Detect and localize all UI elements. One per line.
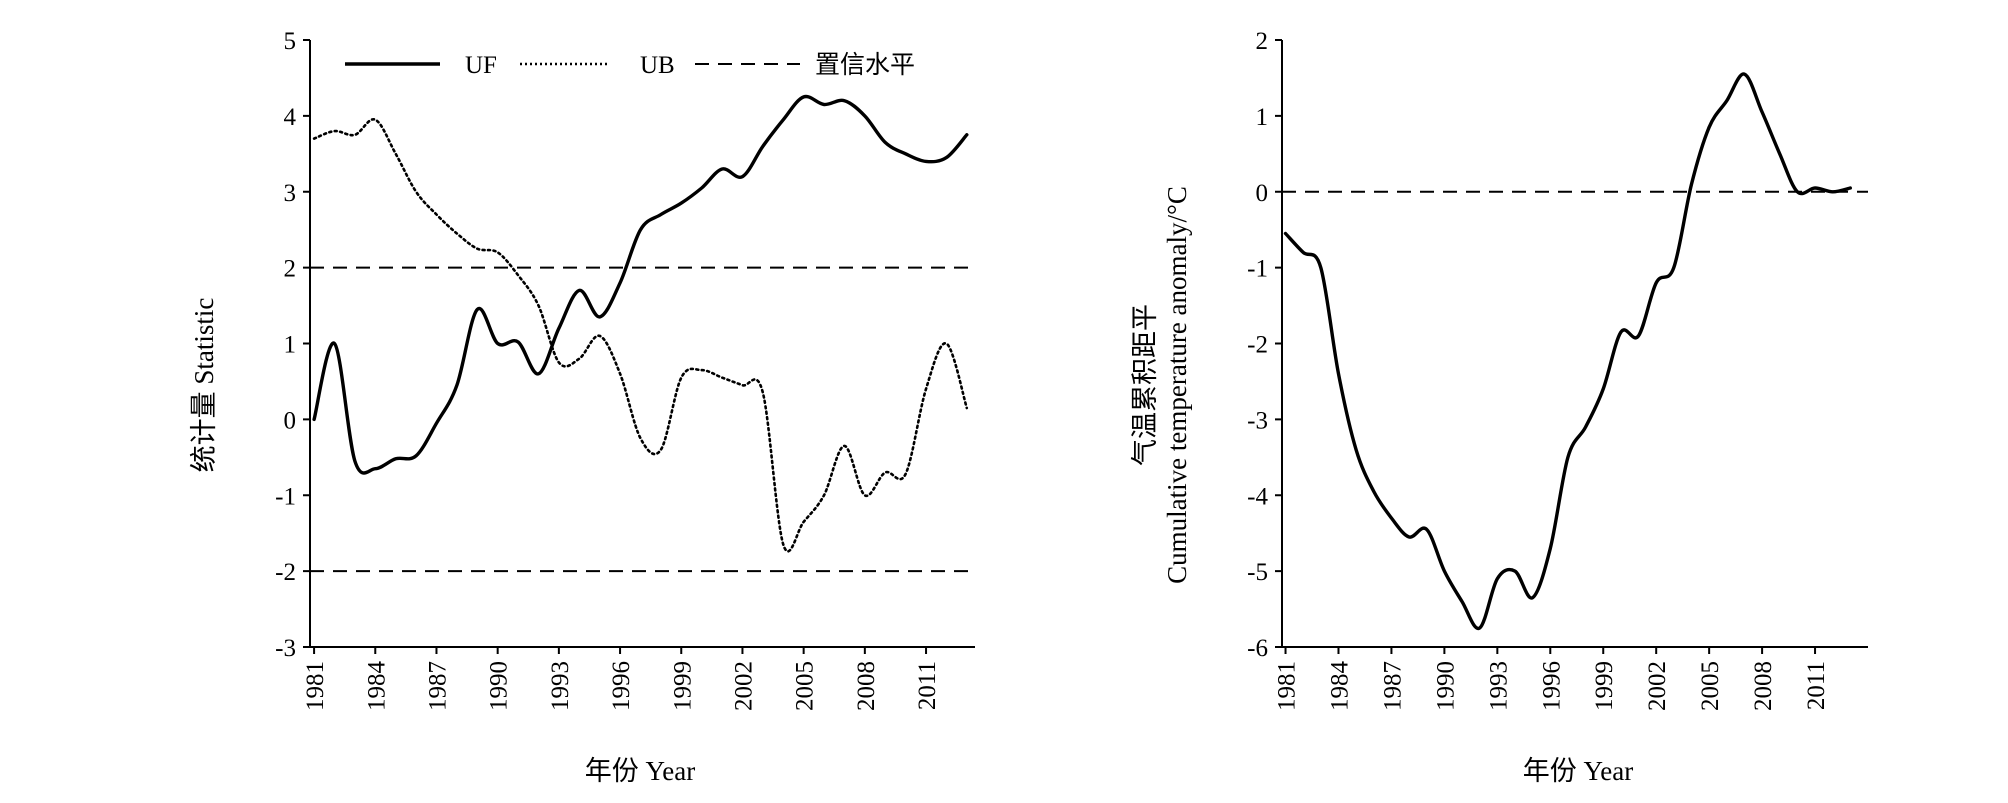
left-x-tick-label: 2002 bbox=[730, 661, 757, 711]
left-y-tick-label: 5 bbox=[284, 28, 297, 55]
right-x-tick-label: 1984 bbox=[1326, 661, 1353, 712]
right-y-tick-label: -4 bbox=[1247, 483, 1268, 510]
right-x-tick-label: 1987 bbox=[1379, 661, 1406, 711]
left-series-ub-line bbox=[312, 118, 969, 553]
left-x-axis-title: 年份 Year bbox=[585, 756, 696, 786]
right-y-tick-label: 0 bbox=[1256, 180, 1269, 207]
right-series-line-0-line bbox=[1283, 72, 1852, 631]
left-x-tick-label: 1984 bbox=[363, 661, 390, 712]
right-x-tick-label: 1993 bbox=[1485, 661, 1512, 711]
right-y-tick-label: -2 bbox=[1247, 332, 1268, 359]
right-x-tick-label: 1990 bbox=[1432, 661, 1459, 711]
right-y-tick-label: -5 bbox=[1247, 559, 1268, 586]
left-x-tick-label: 1993 bbox=[547, 661, 574, 711]
statistic-chart: UF UB 置信水平 统计量 Statistic 年份 Year -3 -2 -1 0… bbox=[189, 28, 975, 786]
legend-ub-label: UB bbox=[640, 52, 675, 79]
right-y-tick-label: 2 bbox=[1256, 28, 1269, 55]
left-y-tick-label: -1 bbox=[275, 483, 296, 510]
cumulative-anomaly-chart: 气温累积距平 Cumulative temperature anomaly/°C… bbox=[1130, 28, 1868, 786]
legend-uf-label: UF bbox=[465, 52, 497, 79]
left-y-tick-label: 4 bbox=[284, 104, 297, 131]
left-y-tick-label: -3 bbox=[275, 635, 296, 662]
left-y-tick-label: 1 bbox=[284, 332, 297, 359]
right-x-tick-label: 2008 bbox=[1750, 661, 1777, 711]
right-x-tick-label: 1999 bbox=[1591, 661, 1618, 711]
right-x-tick-label: 1981 bbox=[1274, 661, 1301, 711]
left-series-uf-line bbox=[312, 94, 969, 475]
right-y-axis-title-en: Cumulative temperature anomaly/°C bbox=[1162, 186, 1192, 584]
right-y-tick-label: -3 bbox=[1247, 407, 1268, 434]
right-x-tick-label: 2005 bbox=[1697, 661, 1724, 711]
left-y-tick-label: 3 bbox=[284, 180, 297, 207]
left-x-tick-label: 2011 bbox=[914, 661, 941, 710]
right-y-axis-title-cn: 气温累积距平 bbox=[1130, 304, 1160, 466]
left-x-tick-label: 1996 bbox=[608, 661, 635, 711]
left-x-tick-label: 2005 bbox=[792, 661, 819, 711]
legend-confidence-label: 置信水平 bbox=[815, 51, 915, 79]
right-y-tick-label: -6 bbox=[1247, 635, 1268, 662]
left-x-tick-label: 1981 bbox=[302, 661, 329, 711]
left-x-tick-label: 1990 bbox=[486, 661, 513, 711]
right-y-tick-label: 1 bbox=[1256, 104, 1269, 131]
left-y-tick-label: 2 bbox=[284, 256, 297, 283]
right-x-tick-label: 2011 bbox=[1803, 661, 1830, 710]
left-y-tick-label: -2 bbox=[275, 559, 296, 586]
legend: UF UB 置信水平 bbox=[345, 51, 915, 79]
left-x-tick-label: 1999 bbox=[669, 661, 696, 711]
right-x-axis-title: 年份 Year bbox=[1523, 756, 1634, 786]
left-y-axis-title: 统计量 Statistic bbox=[189, 298, 219, 473]
left-x-tick-label: 2008 bbox=[853, 661, 880, 711]
left-y-tick-label: 0 bbox=[284, 407, 297, 434]
right-x-tick-label: 2002 bbox=[1644, 661, 1671, 711]
right-x-tick-label: 1996 bbox=[1538, 661, 1565, 711]
left-x-tick-label: 1987 bbox=[424, 661, 451, 711]
right-y-tick-label: -1 bbox=[1247, 256, 1268, 283]
